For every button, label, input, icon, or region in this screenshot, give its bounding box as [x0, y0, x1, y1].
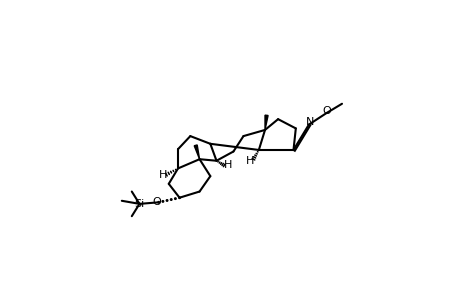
- Circle shape: [170, 199, 172, 200]
- Text: O: O: [322, 106, 330, 116]
- Circle shape: [174, 198, 176, 200]
- Circle shape: [166, 200, 168, 201]
- Text: H: H: [246, 156, 254, 166]
- Circle shape: [162, 201, 163, 202]
- Text: Si: Si: [134, 199, 144, 209]
- Text: O: O: [152, 197, 161, 207]
- Polygon shape: [264, 115, 268, 130]
- Circle shape: [157, 202, 159, 203]
- Text: H: H: [159, 169, 167, 180]
- Circle shape: [179, 197, 180, 199]
- Text: N: N: [305, 117, 313, 127]
- Text: H: H: [224, 160, 232, 170]
- Polygon shape: [194, 145, 199, 159]
